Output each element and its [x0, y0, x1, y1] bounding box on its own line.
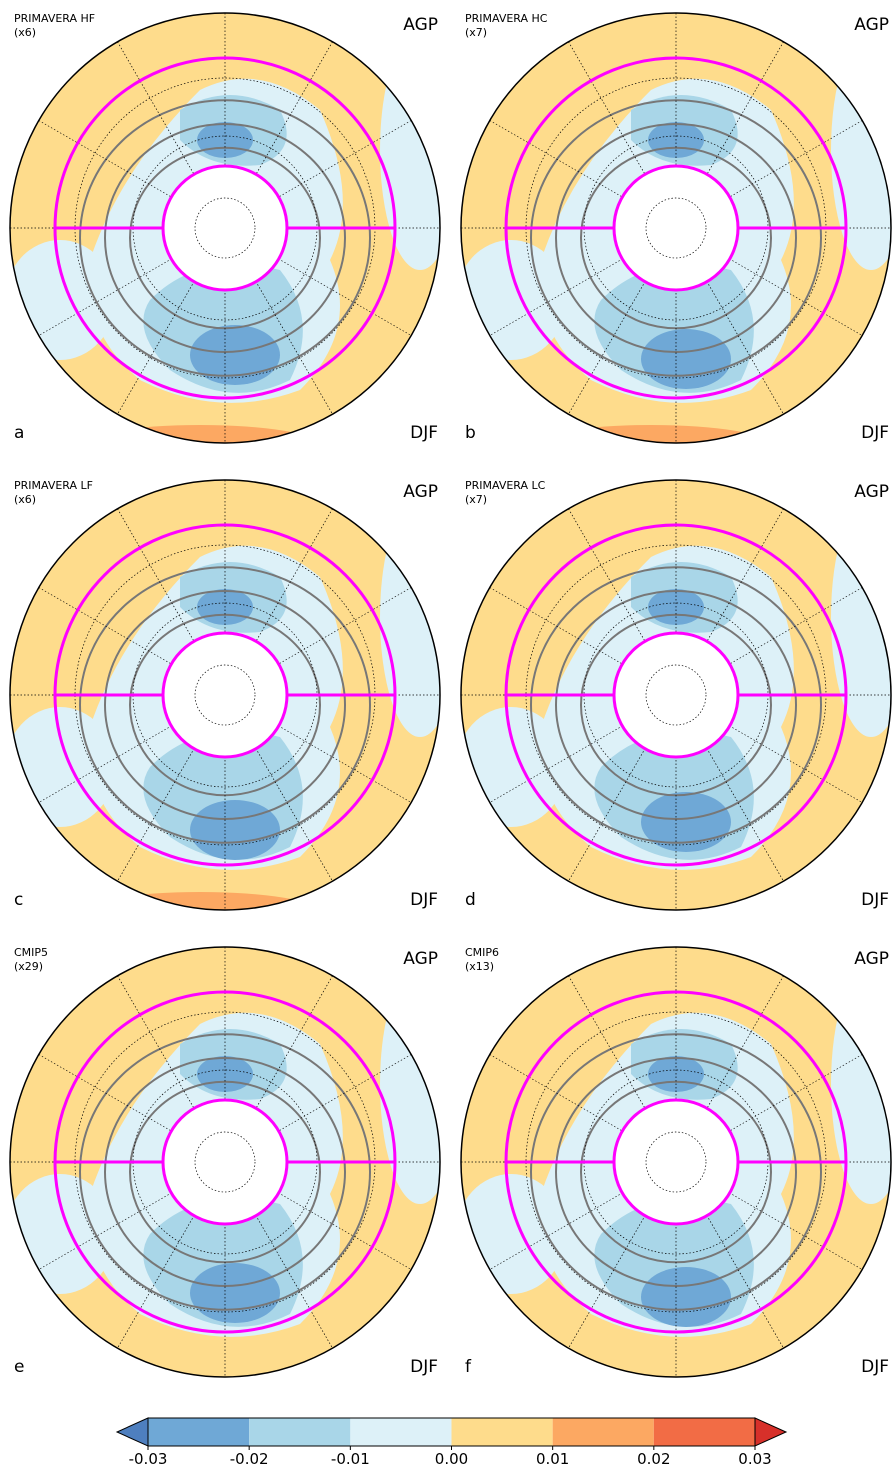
contour — [79, 1033, 371, 1311]
panel-members: (x6) — [14, 26, 36, 39]
strong-anomaly — [641, 1267, 731, 1327]
map-border — [9, 479, 441, 911]
pole-parallel — [194, 197, 256, 259]
colorbar-bin — [552, 1418, 654, 1446]
panel-letter: c — [14, 890, 23, 910]
pole-hole — [612, 164, 740, 292]
contour — [530, 566, 822, 844]
panel-index: AGP — [403, 482, 438, 502]
pole-parallel — [194, 1131, 256, 1193]
panel-title: PRIMAVERA LF — [14, 479, 93, 492]
panel-season: DJF — [410, 423, 438, 443]
pole-hole — [161, 631, 289, 759]
colorbar-bin — [653, 1418, 755, 1446]
contour — [530, 99, 822, 377]
contour — [104, 1057, 346, 1287]
colorbar-bin — [350, 1418, 452, 1446]
contour — [104, 590, 346, 820]
contour — [555, 590, 797, 820]
map-panel: CMIP6(x13) AGP f DJF — [460, 946, 892, 1378]
strong-anomaly — [190, 1263, 280, 1323]
warm-anomaly — [80, 425, 320, 443]
panel-title: CMIP5 — [14, 946, 48, 959]
colorbar-tick-label: -0.01 — [331, 1450, 370, 1468]
colorbar: -0.03 -0.02 -0.01 0.00 0.01 0.02 0.03 — [115, 1417, 788, 1468]
panel-index: AGP — [403, 949, 438, 969]
contour — [555, 123, 797, 353]
map-panel: PRIMAVERA LC(x7) AGP d DJF — [460, 479, 892, 911]
strong-anomaly — [190, 325, 280, 385]
pole-hole — [161, 1098, 289, 1226]
colorbar-tick-label: 0.00 — [435, 1450, 468, 1468]
panel-season: DJF — [410, 890, 438, 910]
contour — [104, 123, 346, 353]
colorbar-tick-label: 0.01 — [536, 1450, 569, 1468]
colorbar-over — [754, 1417, 788, 1447]
panel-members: (x7) — [465, 26, 487, 39]
map-border — [9, 946, 441, 1378]
panel-season: DJF — [410, 1357, 438, 1377]
colorbar-tick-label: -0.02 — [230, 1450, 269, 1468]
strong-anomaly — [641, 792, 731, 852]
pole-hole — [612, 1098, 740, 1226]
panel-letter: a — [14, 423, 24, 443]
map-border — [460, 12, 892, 444]
panel-season: DJF — [861, 1357, 889, 1377]
colorbar-tick-label: 0.03 — [738, 1450, 771, 1468]
pole-hole — [612, 631, 740, 759]
contour — [530, 1033, 822, 1311]
panel-letter: f — [465, 1357, 472, 1377]
strong-anomaly — [641, 329, 731, 389]
map-border — [9, 12, 441, 444]
panel-index: AGP — [403, 15, 438, 35]
colorbar-bin — [148, 1418, 250, 1446]
panel-title: PRIMAVERA HF — [14, 12, 95, 25]
panel-members: (x7) — [465, 493, 487, 506]
colorbar-under — [115, 1417, 149, 1447]
colorbar-tick-label: -0.03 — [129, 1450, 168, 1468]
pole-hole — [161, 164, 289, 292]
colorbar-bin — [451, 1418, 553, 1446]
warm-anomaly — [531, 1359, 771, 1377]
panel-title: PRIMAVERA HC — [465, 12, 548, 25]
panel-members: (x6) — [14, 493, 36, 506]
warm-anomaly — [531, 425, 771, 443]
warm-anomaly — [80, 1359, 320, 1377]
panel-season: DJF — [861, 423, 889, 443]
panel-letter: b — [465, 423, 476, 443]
warm-anomaly — [531, 892, 771, 910]
colorbar-tick-label: 0.02 — [637, 1450, 670, 1468]
panel-members: (x13) — [465, 960, 494, 973]
warm-anomaly — [80, 892, 320, 910]
pole-parallel — [194, 664, 256, 726]
map-border — [460, 946, 892, 1378]
panel-members: (x29) — [14, 960, 43, 973]
panel-title: PRIMAVERA LC — [465, 479, 546, 492]
map-border — [460, 479, 892, 911]
colorbar-bin — [249, 1418, 351, 1446]
contour — [555, 1057, 797, 1287]
map-panel: PRIMAVERA LF(x6) AGP c DJF — [9, 479, 441, 911]
pole-parallel — [645, 197, 707, 259]
panel-index: AGP — [854, 949, 889, 969]
panel-title: CMIP6 — [465, 946, 499, 959]
panel-letter: d — [465, 890, 476, 910]
light-anomaly — [380, 30, 440, 270]
light-anomaly — [380, 964, 440, 1204]
map-panel: CMIP5(x29) AGP e DJF — [9, 946, 441, 1378]
map-panel: PRIMAVERA HF(x6) AGP a DJF — [9, 12, 441, 444]
panel-letter: e — [14, 1357, 24, 1377]
panel-season: DJF — [861, 890, 889, 910]
contour — [79, 566, 371, 844]
panel-index: AGP — [854, 482, 889, 502]
map-panel: PRIMAVERA HC(x7) AGP b DJF — [460, 12, 892, 444]
pole-parallel — [645, 1131, 707, 1193]
strong-anomaly — [190, 800, 280, 860]
pole-parallel — [645, 664, 707, 726]
panel-index: AGP — [854, 15, 889, 35]
light-anomaly — [380, 497, 440, 737]
contour — [79, 99, 371, 377]
